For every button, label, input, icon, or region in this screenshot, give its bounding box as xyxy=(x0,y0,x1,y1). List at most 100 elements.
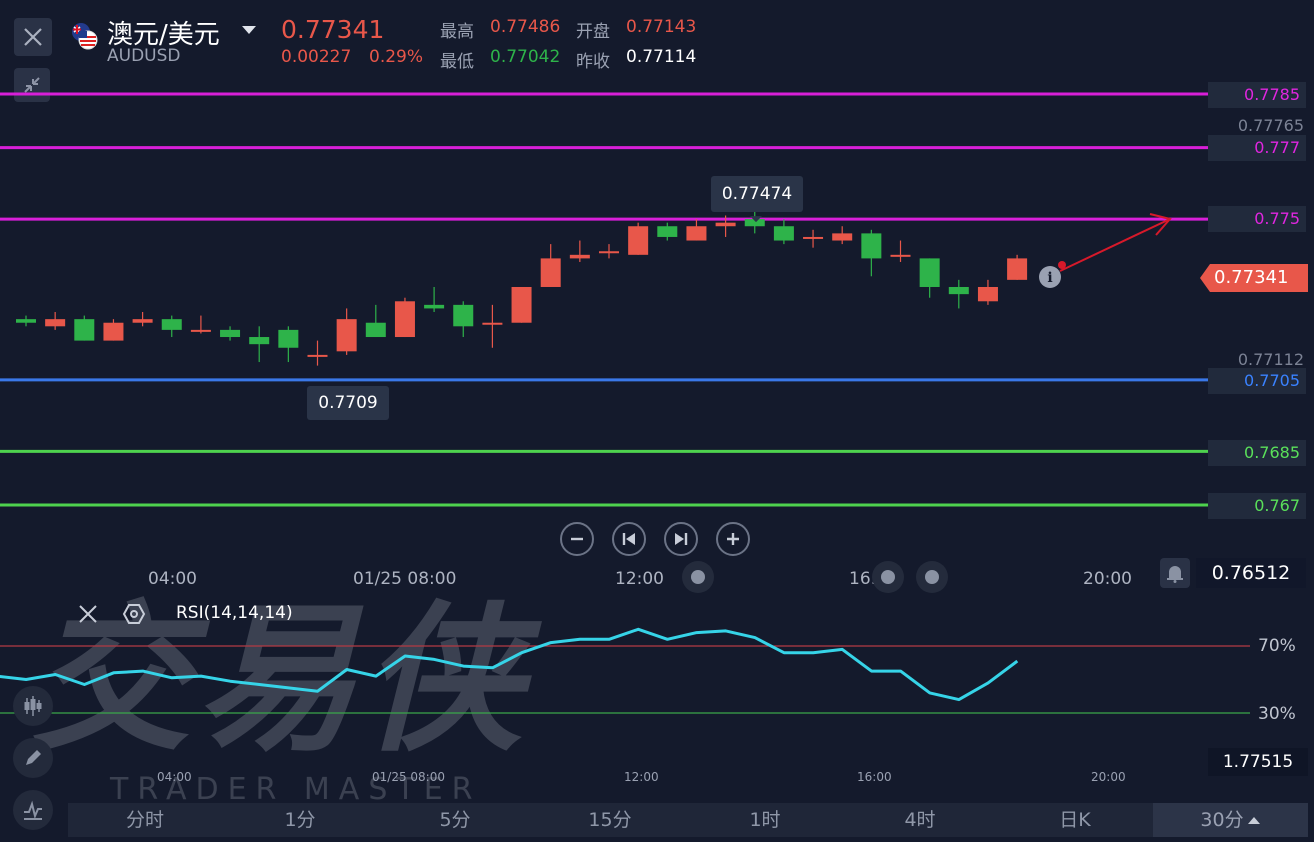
indicator-button[interactable] xyxy=(13,790,53,830)
level-label-r1: 0.7785 xyxy=(1208,82,1306,108)
last-price: 0.77341 xyxy=(281,15,385,44)
trend-arrow xyxy=(1059,218,1171,272)
scroll-handle[interactable] xyxy=(872,561,904,593)
candle-body xyxy=(657,226,678,237)
flag-icon xyxy=(68,20,98,50)
candle-body xyxy=(45,319,66,327)
level-label-s1: 0.7705 xyxy=(1208,368,1306,394)
candle-body xyxy=(394,301,415,338)
trend-arrow-anchor xyxy=(1058,261,1066,269)
timeframe-active-bg xyxy=(1153,803,1308,837)
candle-body xyxy=(365,322,386,338)
level-label-r2: 0.777 xyxy=(1208,135,1306,161)
low-label: 最低 xyxy=(440,52,474,72)
rsi-line xyxy=(0,627,1019,702)
candle-body xyxy=(773,226,794,241)
watermark-cn: 交易侠 xyxy=(30,586,529,773)
axis-top-label: 0.77765 xyxy=(1237,116,1304,135)
open-value: 0.77143 xyxy=(626,17,697,37)
skip-forward-button[interactable] xyxy=(664,522,698,556)
candle-body xyxy=(424,304,445,309)
candle-body xyxy=(249,337,270,345)
info-icon-glyph: i xyxy=(1047,270,1052,286)
candle-body xyxy=(103,322,124,341)
timeframe-15m[interactable]: 15分 xyxy=(588,809,632,831)
candle-body xyxy=(161,319,182,330)
prev-close-value: 0.77114 xyxy=(626,47,697,67)
rsi-lower-label: 30% xyxy=(1258,704,1296,724)
alert-button[interactable] xyxy=(1160,558,1190,588)
skip-back-button[interactable] xyxy=(612,522,646,556)
timeframe-tick[interactable]: 分时 xyxy=(125,809,164,831)
scroll-handle[interactable] xyxy=(682,561,714,593)
pair-name[interactable]: 澳元/美元 xyxy=(107,20,220,50)
candlestick-icon xyxy=(24,696,42,716)
level-label-s2: 0.7685 xyxy=(1208,440,1306,466)
candle-body xyxy=(278,329,299,348)
rsi-upper-label: 70% xyxy=(1258,636,1296,656)
minus-icon xyxy=(571,537,583,541)
cursor-price-value: 0.76512 xyxy=(1196,558,1306,588)
candle-body xyxy=(453,304,474,327)
candle-body xyxy=(74,319,95,341)
candle-body xyxy=(307,354,328,357)
peak-pointer xyxy=(750,216,762,223)
timeframe-30m[interactable]: 30分 xyxy=(1180,803,1280,837)
scroll-handle[interactable] xyxy=(916,561,948,593)
rsi-close-icon[interactable] xyxy=(76,602,100,630)
price-chart[interactable]: i xyxy=(0,80,1314,520)
candle-body xyxy=(1007,258,1028,280)
candle-type-button[interactable] xyxy=(13,686,53,726)
time-label-2: 01/25 08:00 xyxy=(353,569,457,589)
timeframe-1m[interactable]: 1分 xyxy=(284,809,316,831)
time-label-5: 20:00 xyxy=(1083,569,1132,589)
pencil-icon xyxy=(26,750,41,765)
plus-icon xyxy=(727,533,739,545)
info-icon xyxy=(1039,266,1061,288)
candle-body xyxy=(977,286,998,302)
candle-body xyxy=(948,286,969,295)
candle-body xyxy=(803,236,824,239)
timeframe-30m-label: 30分 xyxy=(1200,809,1244,831)
price-change: 0.00227 xyxy=(281,47,352,67)
draw-button[interactable] xyxy=(13,738,53,778)
candle-body xyxy=(540,258,561,287)
timeframe-bar xyxy=(68,803,1308,837)
candle-body xyxy=(832,233,853,241)
zoom-out-button[interactable] xyxy=(560,522,594,556)
close-button[interactable] xyxy=(14,18,52,56)
timeframe-5m[interactable]: 5分 xyxy=(439,809,471,831)
candle-body xyxy=(16,319,36,323)
timeframe-4h[interactable]: 4时 xyxy=(904,809,936,831)
watermark-en: TRADER MASTER xyxy=(110,772,482,807)
rsi-axis-value: 1.77515 xyxy=(1208,748,1308,776)
rsi-settings-icon[interactable] xyxy=(122,602,146,630)
skip-back-icon xyxy=(622,533,635,545)
timeframe-1h[interactable]: 1时 xyxy=(749,809,781,831)
rsi-time-4: 16:00 xyxy=(857,770,892,784)
collapse-button[interactable] xyxy=(14,68,50,102)
time-label-1: 04:00 xyxy=(148,569,197,589)
rsi-label: RSI(14,14,14) xyxy=(176,603,293,623)
candle-body xyxy=(511,286,532,323)
current-price-value: 0.77341 xyxy=(1214,267,1289,288)
candle-body xyxy=(599,251,619,254)
zoom-in-button[interactable] xyxy=(716,522,750,556)
dropdown-icon[interactable] xyxy=(242,26,256,34)
high-value: 0.77486 xyxy=(490,17,561,37)
candle-body xyxy=(220,329,241,338)
candle-body xyxy=(919,258,940,287)
indicator-icon xyxy=(24,800,42,820)
prev-close-label: 昨收 xyxy=(576,52,610,72)
candle-body xyxy=(482,322,503,325)
rsi-chart[interactable] xyxy=(0,600,1314,800)
bell-icon xyxy=(1167,566,1183,583)
symbol-code: AUDUSD xyxy=(107,46,181,66)
rsi-time-1: 04:00 xyxy=(157,770,192,784)
candle-body xyxy=(628,226,649,255)
low-value: 0.77042 xyxy=(490,47,561,67)
rsi-time-2: 01/25 08:00 xyxy=(372,770,445,784)
candle-body xyxy=(132,319,153,323)
timeframe-daily[interactable]: 日K xyxy=(1059,809,1091,831)
candle-body xyxy=(861,233,882,259)
